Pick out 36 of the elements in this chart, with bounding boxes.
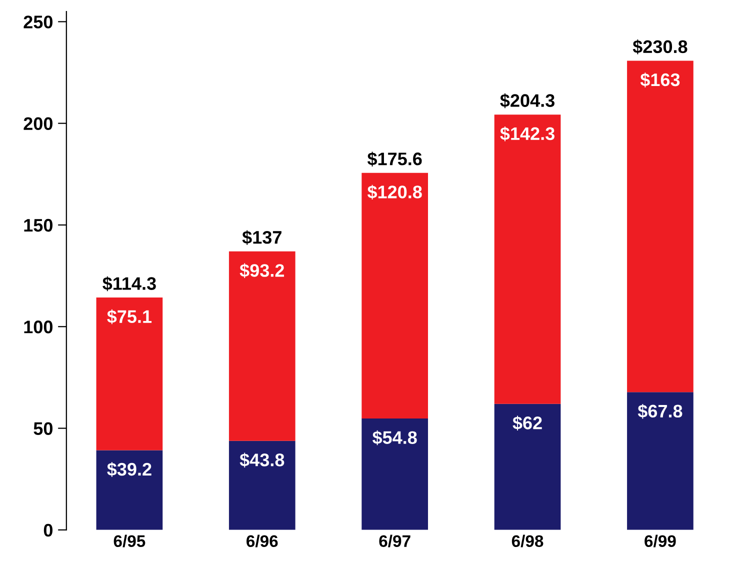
bar [96,450,163,530]
x-tick-label: 6/96 [246,534,278,548]
total-label: $137 [242,230,282,245]
total-label: $204.3 [500,93,554,108]
total-label: $114.3 [102,276,156,292]
bar [494,404,561,530]
data-label: $142.3 [500,126,554,142]
data-label: $62 [512,416,542,430]
data-label: $120.8 [367,184,422,200]
x-tick-label: 6/99 [644,534,676,548]
bar [494,114,561,404]
bar [627,60,694,392]
y-tick-label: 100 [24,320,52,334]
data-label: $39.2 [107,462,152,477]
data-label: $93.2 [240,263,284,278]
data-label: $163 [640,72,680,88]
y-tick-label: 0 [44,524,52,537]
bar [362,172,428,419]
y-tick-label: 250 [24,16,52,28]
data-label: $54.8 [372,430,417,446]
bar [228,251,296,441]
x-tick-label: 6/95 [114,534,146,548]
bar [362,418,428,530]
x-tick-label: 6/97 [379,534,410,548]
total-label: $230.8 [632,40,688,54]
y-tick-label: 150 [24,218,52,232]
bar [96,298,163,450]
data-label: $75.1 [107,309,152,324]
data-label: $43.8 [240,452,284,468]
total-label: $175.6 [367,152,422,166]
y-tick-label: 200 [24,117,52,130]
data-label: $67.8 [638,404,682,419]
bar [627,392,694,530]
bar [228,440,296,530]
y-tick-label: 50 [34,422,52,435]
x-tick-label: 6/98 [512,534,544,548]
